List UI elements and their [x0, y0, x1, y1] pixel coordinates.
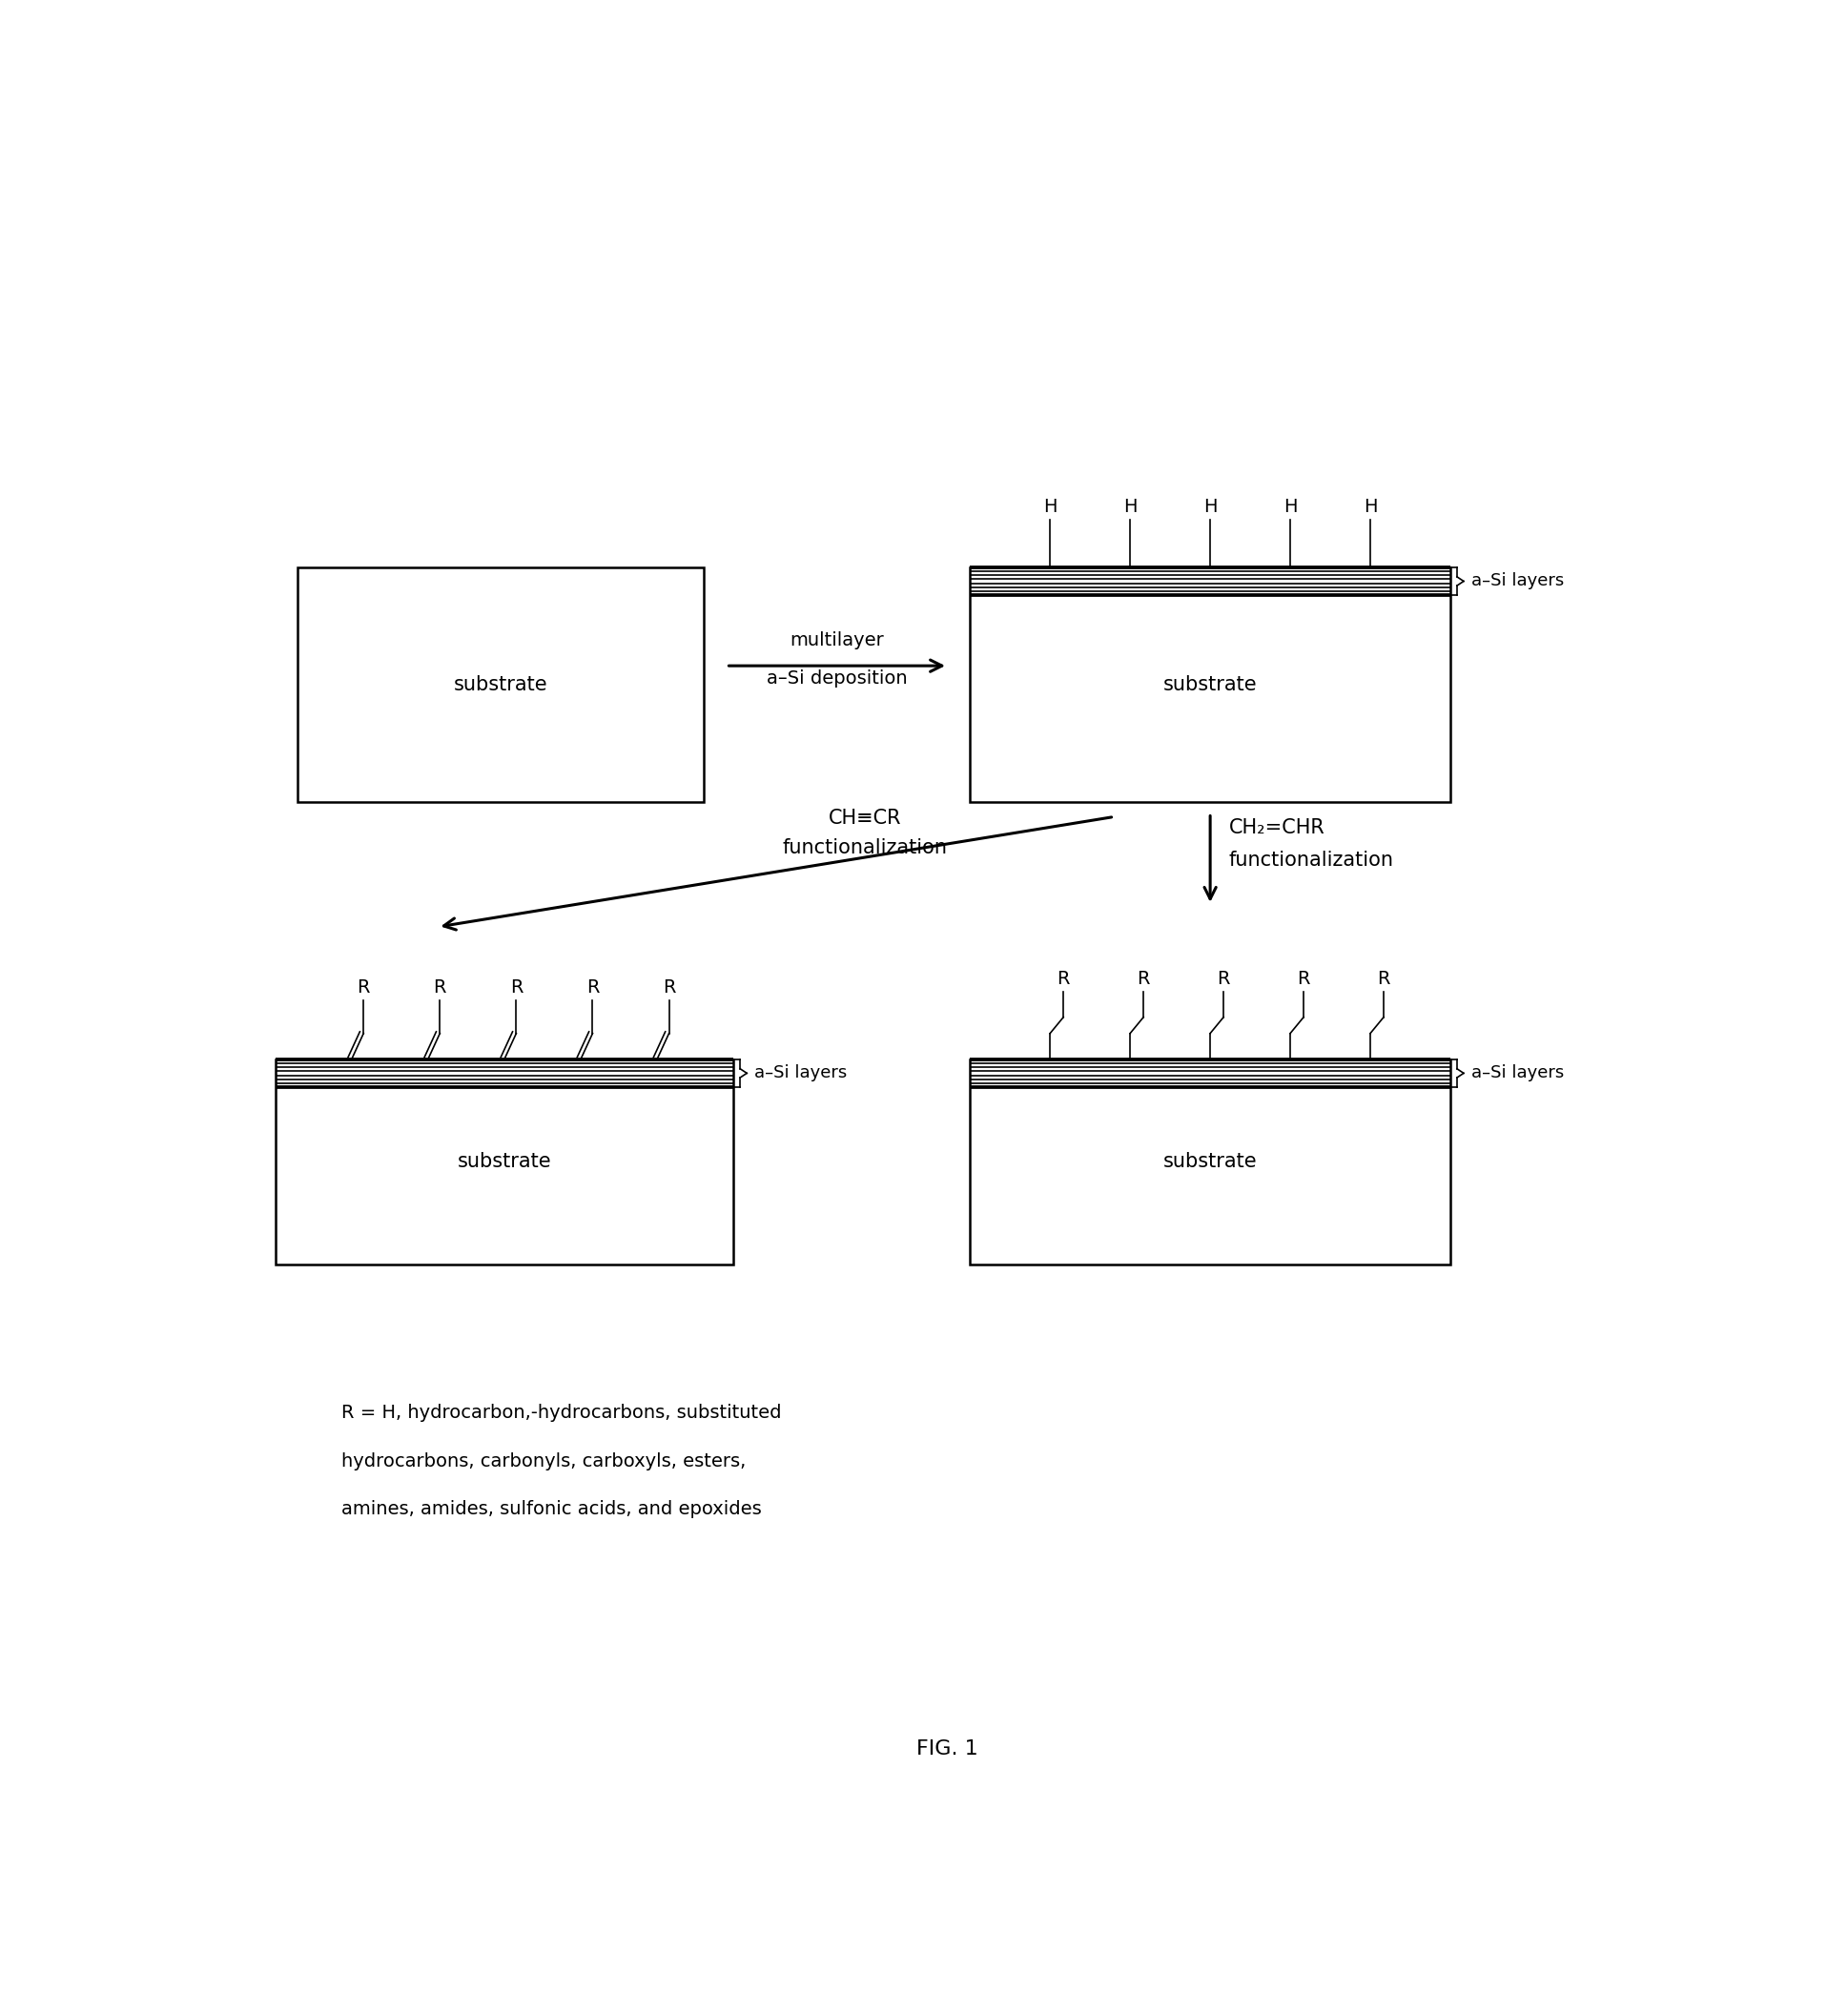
- Text: CH≡CR: CH≡CR: [828, 808, 902, 828]
- Text: H: H: [1203, 498, 1218, 516]
- Text: R: R: [586, 979, 599, 997]
- Text: CH₂=CHR: CH₂=CHR: [1229, 818, 1325, 836]
- Text: substrate: substrate: [455, 675, 547, 693]
- Text: R: R: [1218, 969, 1231, 987]
- Text: R: R: [434, 979, 447, 997]
- Text: R: R: [1297, 969, 1310, 987]
- Text: substrate: substrate: [458, 1153, 551, 1171]
- Bar: [298, 566, 704, 802]
- Text: R: R: [357, 979, 370, 997]
- Text: functionalization: functionalization: [782, 838, 948, 856]
- Text: R: R: [510, 979, 523, 997]
- Text: H: H: [1124, 498, 1137, 516]
- Text: multilayer: multilayer: [789, 631, 883, 649]
- Text: R: R: [1377, 969, 1390, 987]
- Text: substrate: substrate: [1162, 675, 1257, 693]
- Text: R: R: [663, 979, 675, 997]
- Text: substrate: substrate: [1162, 1153, 1257, 1171]
- Text: amines, amides, sulfonic acids, and epoxides: amines, amides, sulfonic acids, and epox…: [342, 1499, 761, 1517]
- Bar: [970, 1060, 1451, 1265]
- Text: a–Si deposition: a–Si deposition: [767, 669, 907, 687]
- Text: H: H: [1364, 498, 1377, 516]
- Bar: [275, 1060, 734, 1265]
- Bar: [970, 566, 1451, 802]
- Text: FIG. 1: FIG. 1: [917, 1739, 978, 1759]
- Text: R = H, hydrocarbon,-hydrocarbons, substituted: R = H, hydrocarbon,-hydrocarbons, substi…: [342, 1404, 782, 1423]
- Text: H: H: [1283, 498, 1297, 516]
- Text: a–Si layers: a–Si layers: [1471, 1064, 1563, 1082]
- Text: a–Si layers: a–Si layers: [754, 1064, 846, 1082]
- Text: R: R: [1057, 969, 1070, 987]
- Text: hydrocarbons, carbonyls, carboxyls, esters,: hydrocarbons, carbonyls, carboxyls, este…: [342, 1453, 747, 1471]
- Text: functionalization: functionalization: [1229, 850, 1393, 870]
- Text: H: H: [1042, 498, 1057, 516]
- Text: R: R: [1137, 969, 1149, 987]
- Text: a–Si layers: a–Si layers: [1471, 572, 1563, 590]
